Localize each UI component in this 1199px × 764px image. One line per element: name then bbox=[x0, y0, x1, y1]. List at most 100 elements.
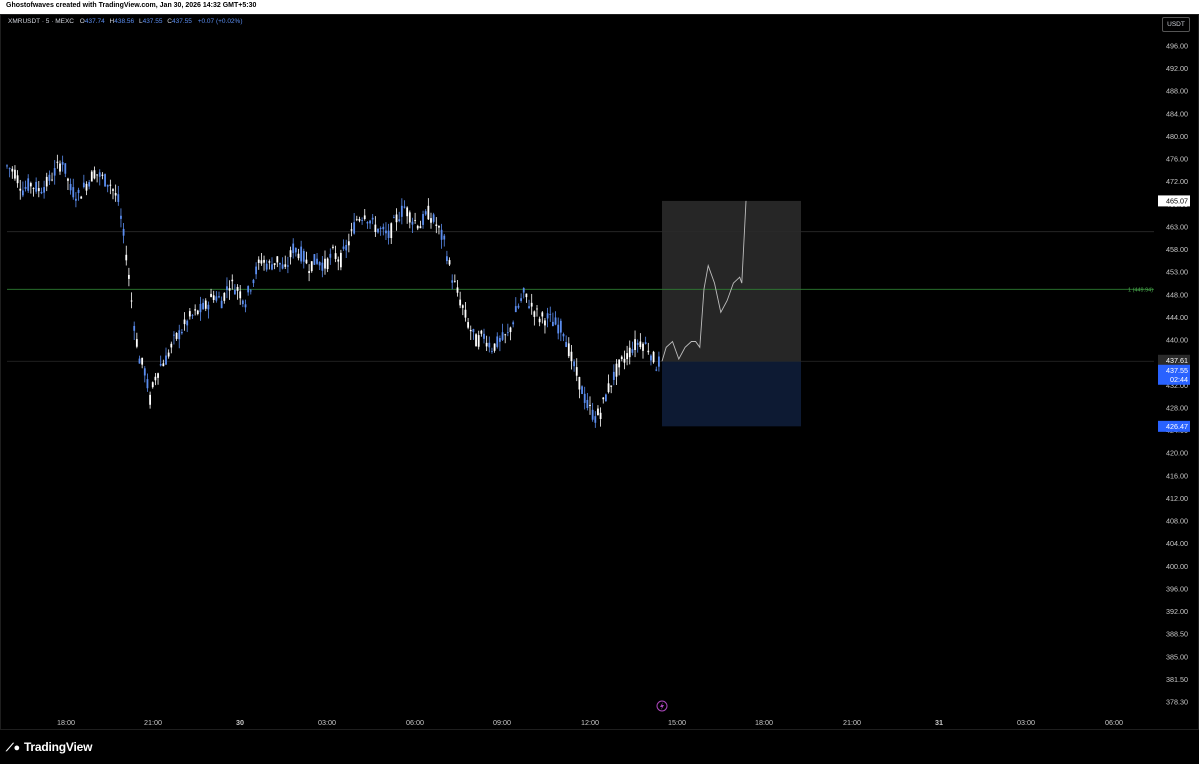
candle-body bbox=[281, 264, 284, 269]
candle-body bbox=[366, 222, 369, 224]
candle-body bbox=[271, 264, 273, 270]
candle-body bbox=[120, 215, 122, 219]
price-tag-bg bbox=[1158, 195, 1190, 207]
candle-body bbox=[77, 189, 80, 194]
candle-body bbox=[581, 386, 583, 394]
y-tick-label: 444.00 bbox=[1166, 313, 1188, 322]
candle-body bbox=[605, 394, 607, 402]
candle-body bbox=[467, 322, 469, 328]
candle-body bbox=[69, 183, 72, 191]
candle-body bbox=[56, 161, 59, 163]
price-tag-label: 465.07 bbox=[1166, 196, 1188, 205]
candle-body bbox=[578, 377, 581, 390]
low-label: L bbox=[138, 18, 143, 25]
candle-body bbox=[517, 305, 520, 308]
projection-path bbox=[661, 200, 747, 362]
candle-body bbox=[610, 385, 613, 387]
candle-body bbox=[96, 174, 98, 176]
candle-body bbox=[424, 211, 427, 215]
candle-body bbox=[440, 229, 443, 240]
candle-body bbox=[64, 163, 67, 174]
candle-body bbox=[345, 244, 348, 251]
candle-body bbox=[644, 342, 647, 344]
candle-body bbox=[557, 324, 560, 334]
candle-body bbox=[181, 332, 183, 334]
y-tick-label: 392.00 bbox=[1166, 607, 1188, 616]
candle-body bbox=[72, 187, 75, 198]
price-tag-label: 437.55 bbox=[1166, 366, 1188, 375]
candle-body bbox=[422, 214, 424, 225]
candle-body bbox=[167, 352, 170, 357]
candle-body bbox=[655, 369, 658, 371]
candle-body bbox=[363, 215, 366, 220]
candle-body bbox=[530, 302, 533, 307]
candle-body bbox=[456, 287, 459, 293]
candle-body bbox=[506, 332, 509, 334]
candle-body bbox=[143, 368, 146, 376]
ohlc-legend: XMRUSDT · 5 · MEXC O437.74 H438.56 L437.… bbox=[8, 18, 243, 25]
candle-body bbox=[496, 336, 499, 347]
attribution-bar: Ghostofwaves created with TradingView.co… bbox=[0, 0, 1199, 14]
candle-body bbox=[416, 225, 419, 229]
candle-body bbox=[528, 306, 530, 309]
y-tick-label: 378.30 bbox=[1166, 698, 1188, 707]
candle-body bbox=[279, 262, 281, 265]
candle-body bbox=[570, 351, 573, 362]
candle-body bbox=[114, 193, 117, 196]
y-tick-label: 416.00 bbox=[1166, 471, 1188, 480]
candle-body bbox=[332, 246, 334, 248]
open-value: 437.74 bbox=[84, 18, 105, 25]
price-tag-label: 437.61 bbox=[1166, 356, 1188, 365]
candle-body bbox=[369, 220, 371, 224]
candle-body bbox=[453, 280, 456, 282]
candle-body bbox=[130, 300, 133, 302]
y-tick-label: 412.00 bbox=[1166, 494, 1188, 503]
tradingview-logo-icon: ⟋● bbox=[6, 742, 20, 754]
candle-body bbox=[594, 416, 597, 423]
candle-body bbox=[175, 332, 178, 339]
candle-body bbox=[321, 262, 324, 271]
candle-body bbox=[268, 261, 271, 263]
candle-body bbox=[472, 329, 475, 333]
x-tick-label: 18:00 bbox=[755, 718, 773, 727]
price-tag-bg bbox=[1158, 364, 1190, 376]
candle-body bbox=[448, 260, 451, 265]
candle-body bbox=[255, 266, 257, 275]
candle-body bbox=[146, 379, 149, 389]
y-tick-label: 381.50 bbox=[1166, 675, 1188, 684]
candle-body bbox=[67, 178, 69, 181]
candle-body bbox=[19, 188, 22, 191]
y-tick-label: 404.00 bbox=[1166, 539, 1188, 548]
candle-body bbox=[263, 259, 265, 263]
candle-body bbox=[300, 246, 303, 262]
candle-body bbox=[353, 222, 356, 234]
candle-body bbox=[302, 250, 305, 262]
candle-body bbox=[395, 214, 398, 223]
candle-body bbox=[488, 342, 491, 348]
candle-body bbox=[562, 334, 565, 337]
candle-body bbox=[451, 280, 454, 283]
currency-button[interactable]: USDT bbox=[1162, 17, 1190, 32]
symbol-label: XMRUSDT · 5 · MEXC bbox=[8, 18, 74, 25]
candle-body bbox=[432, 214, 435, 222]
candle-body bbox=[101, 174, 104, 176]
candle-body bbox=[109, 184, 112, 186]
y-tick-label: 472.00 bbox=[1166, 177, 1188, 186]
candle-body bbox=[475, 334, 477, 347]
candle-body bbox=[204, 300, 207, 309]
candle-body bbox=[27, 178, 30, 191]
x-tick-label: 03:00 bbox=[318, 718, 336, 727]
candle-body bbox=[355, 219, 358, 221]
candle-body bbox=[202, 302, 204, 310]
candle-body bbox=[117, 194, 120, 202]
candle-body bbox=[575, 367, 578, 376]
candle-body bbox=[377, 228, 379, 233]
candle-body bbox=[53, 168, 56, 176]
candle-body bbox=[318, 262, 321, 266]
x-tick-label: 31 bbox=[935, 718, 943, 727]
candle-body bbox=[512, 322, 515, 325]
candle-body bbox=[138, 358, 141, 364]
high-label: H bbox=[109, 18, 115, 25]
candle-body bbox=[477, 335, 480, 347]
